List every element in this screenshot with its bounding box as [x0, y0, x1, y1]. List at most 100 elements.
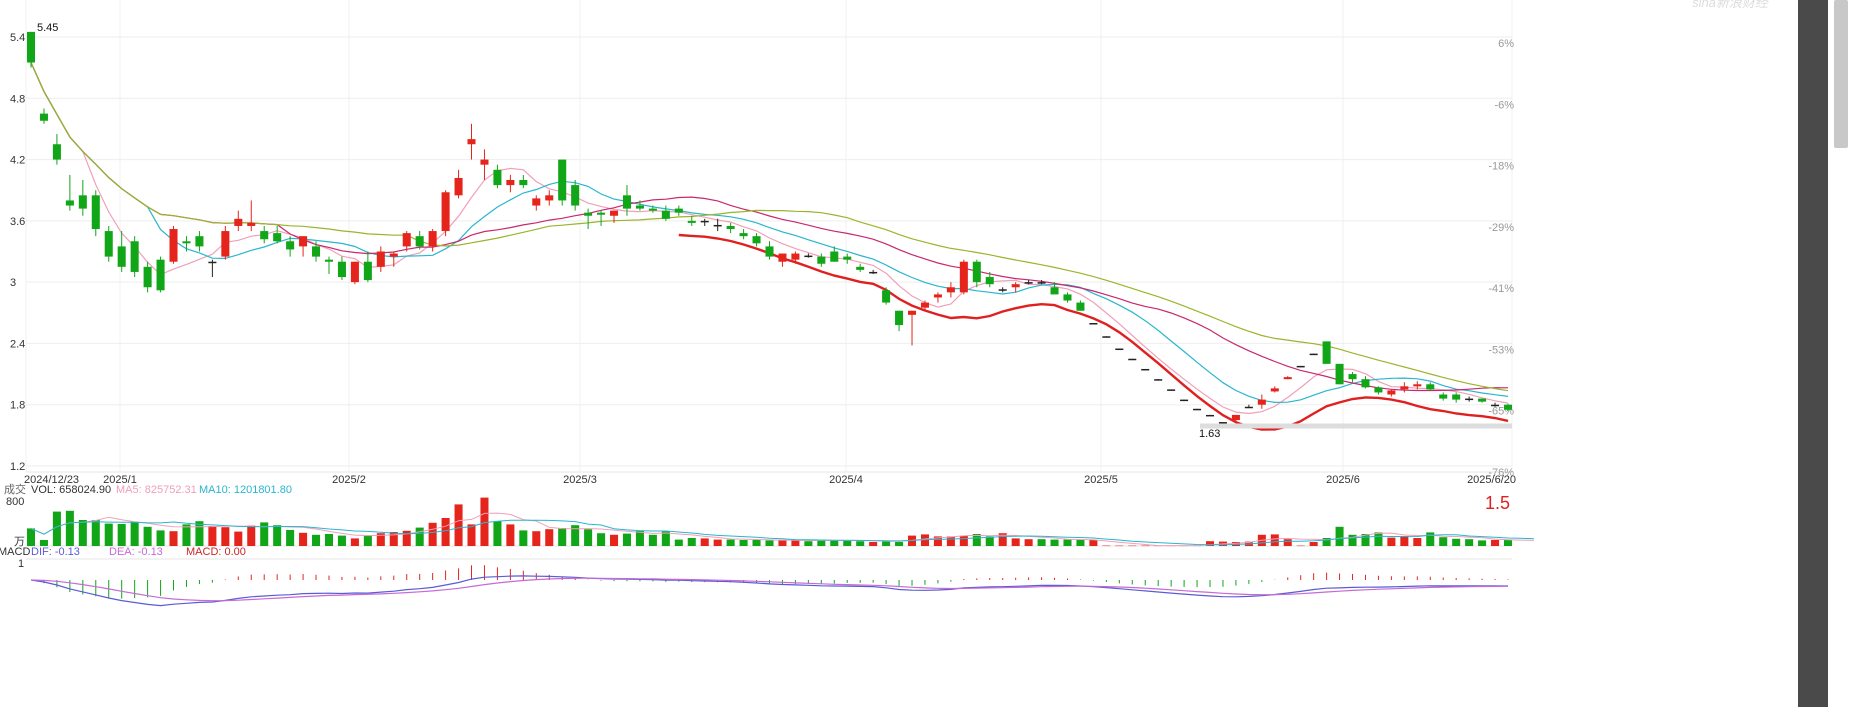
volume-bar	[156, 530, 165, 546]
candle-body	[1063, 294, 1072, 301]
volume-bar	[635, 530, 644, 546]
candle-body	[1154, 379, 1163, 381]
candle-body	[260, 231, 269, 240]
volume-bar	[221, 527, 230, 546]
volume-bar	[804, 541, 813, 546]
candle-body	[117, 246, 126, 267]
volume-bar	[363, 535, 372, 546]
candle-body	[506, 180, 515, 186]
macd-title: MACD	[0, 546, 30, 558]
candle-body	[713, 224, 722, 227]
ma10-line	[30, 62, 1509, 404]
candle-body	[143, 266, 152, 288]
volume-bar	[350, 538, 359, 546]
volume-bar	[895, 542, 904, 546]
candle-body	[1465, 398, 1474, 401]
y-tick-right: -6%	[1494, 99, 1514, 111]
macd-value-label: MACD: 0.00	[186, 546, 246, 558]
candle-body	[622, 195, 631, 209]
candle-body	[1102, 336, 1111, 338]
macd-header: MACD DIF: -0.13 DEA: -0.13 MACD: 0.00 1	[0, 546, 1512, 570]
volume-bar	[1076, 540, 1085, 546]
candle-body	[1270, 388, 1279, 392]
volume-bar	[843, 540, 852, 546]
candle-body	[1011, 284, 1020, 288]
annotations: 5.45 1.63	[37, 22, 1512, 440]
volume-bar	[104, 523, 113, 546]
x-tick-label: 2025/2	[332, 474, 366, 486]
volume-bar	[597, 533, 606, 546]
volume-bar	[195, 521, 204, 546]
volume-bar	[402, 530, 411, 546]
side-scroll-panel[interactable]	[1798, 0, 1828, 707]
candle-body	[195, 236, 204, 247]
volume-bar	[208, 526, 217, 546]
candle-body	[1089, 323, 1098, 325]
volume-bar	[91, 520, 100, 546]
candle-body	[856, 266, 865, 270]
candle-body	[156, 259, 165, 291]
volume-bar	[610, 534, 619, 546]
candle-body	[428, 231, 437, 247]
volume-ma10-label: MA10: 1201801.80	[199, 484, 292, 496]
volume-y-top: 800	[6, 496, 24, 508]
candle-body	[908, 310, 917, 315]
volume-ma10-line	[30, 519, 1534, 546]
volume-bar	[584, 529, 593, 546]
candle-body	[610, 210, 619, 216]
ma30-line	[30, 62, 1509, 392]
candle-body	[363, 261, 372, 281]
volume-bar	[1024, 539, 1033, 546]
candle-body	[869, 271, 878, 274]
volume-bar	[959, 535, 968, 546]
candle-body	[597, 212, 606, 215]
candle-body	[169, 229, 178, 262]
candle-body	[830, 251, 839, 262]
macd-dea-label: DEA: -0.13	[109, 546, 163, 558]
candle-body	[882, 290, 891, 303]
volume-bar	[687, 538, 696, 546]
candle-body	[104, 231, 113, 257]
candle-body	[1503, 404, 1513, 410]
candle-body	[817, 256, 826, 264]
volume-bar	[1322, 538, 1331, 546]
scrollbar-thumb[interactable]	[1834, 0, 1848, 148]
y-tick-right: -18%	[1488, 161, 1514, 173]
candle-body	[1244, 406, 1253, 409]
candle-body	[1024, 282, 1033, 284]
volume-bar	[1270, 534, 1279, 546]
volume-bar	[752, 540, 761, 546]
candle-body	[221, 231, 230, 257]
candle-body	[26, 31, 36, 63]
volume-bar	[1128, 545, 1137, 547]
volume-bar	[1491, 540, 1500, 546]
volume-bar	[545, 529, 554, 546]
candle-body	[286, 241, 295, 250]
candle-body	[234, 218, 243, 226]
volume-bar	[648, 534, 657, 546]
x-tick-label: 2025/1	[103, 474, 137, 486]
candle-body	[480, 159, 489, 165]
candle-body	[467, 139, 476, 145]
volume-bars	[26, 497, 1534, 547]
volume-bar	[506, 524, 515, 546]
volume-bar	[700, 538, 709, 546]
volume-bar	[972, 534, 981, 546]
volume-bar	[519, 530, 528, 546]
volume-bar	[571, 525, 580, 546]
macd-dif-label: DIF: -0.13	[31, 546, 80, 558]
macd-y-top: 1	[18, 558, 24, 570]
volume-bar	[817, 539, 826, 546]
volume-bar	[1089, 540, 1098, 546]
x-tick-label: 2025/3	[563, 474, 597, 486]
candle-body	[52, 144, 61, 160]
volume-bar	[286, 530, 295, 546]
candle-body	[1141, 368, 1150, 371]
y-axis-left: 5.4 4.8 4.2 3.6 3 2.4 1.8 1.2	[10, 32, 25, 473]
candle-body	[1218, 422, 1227, 424]
volume-bar	[143, 526, 152, 546]
macd-histogram	[30, 565, 1509, 607]
volume-bar	[1335, 526, 1344, 546]
candle-body	[519, 180, 528, 186]
candle-body	[337, 261, 346, 278]
